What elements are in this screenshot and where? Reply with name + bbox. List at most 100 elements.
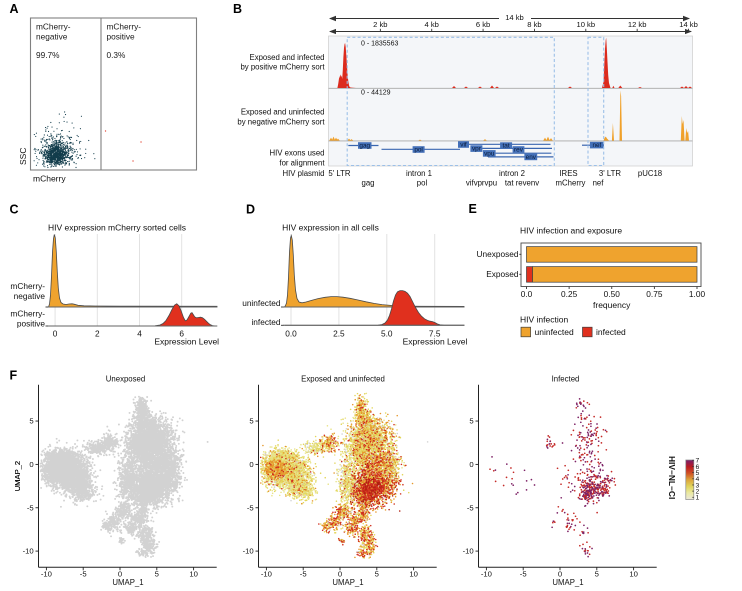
svg-text:-5: -5	[300, 569, 307, 578]
svg-text:mCherry-: mCherry-	[36, 22, 71, 32]
svg-text:0.0: 0.0	[521, 289, 533, 299]
svg-text:env: env	[526, 154, 537, 161]
svg-text:0 - 1835563: 0 - 1835563	[361, 41, 398, 48]
svg-text:0: 0	[29, 460, 33, 469]
svg-text:intron 1: intron 1	[406, 169, 432, 178]
svg-text:3' LTR: 3' LTR	[599, 169, 622, 178]
svg-text:mCherry-: mCherry-	[10, 281, 45, 291]
svg-text:0: 0	[53, 329, 58, 339]
svg-text:pol: pol	[417, 178, 428, 187]
svg-text:7.5: 7.5	[429, 329, 441, 339]
svg-text:10: 10	[189, 569, 198, 578]
svg-text:vif: vif	[460, 142, 467, 149]
svg-text:HIV infection and exposure: HIV infection and exposure	[520, 226, 622, 236]
svg-text:vifvprvpu: vifvprvpu	[466, 178, 497, 187]
svg-text:14 kb: 14 kb	[679, 20, 698, 29]
svg-text:0.3%: 0.3%	[107, 50, 127, 60]
svg-text:0: 0	[469, 460, 473, 469]
svg-text:2.5: 2.5	[333, 329, 345, 339]
svg-text:5: 5	[29, 417, 33, 426]
svg-text:5.0: 5.0	[381, 329, 393, 339]
svg-text:by negative mCherry sort: by negative mCherry sort	[237, 118, 325, 127]
svg-text:Exposed and infected: Exposed and infected	[250, 53, 325, 62]
svg-text:infected: infected	[596, 327, 626, 337]
svg-text:gag: gag	[359, 143, 370, 150]
svg-text:mCherry: mCherry	[33, 174, 66, 184]
svg-text:-5: -5	[27, 503, 34, 512]
svg-text:tat revenv: tat revenv	[505, 178, 539, 187]
svg-text:mCherry-: mCherry-	[107, 22, 142, 32]
svg-text:0.75: 0.75	[646, 289, 663, 299]
svg-text:UMAP_1: UMAP_1	[112, 578, 143, 587]
svg-text:3: 3	[696, 482, 700, 489]
svg-text:frequency: frequency	[593, 300, 631, 310]
svg-text:6: 6	[179, 329, 184, 339]
svg-text:10 kb: 10 kb	[577, 20, 596, 29]
svg-text:2: 2	[95, 329, 100, 339]
svg-text:Infected: Infected	[552, 374, 580, 383]
svg-text:2 kb: 2 kb	[373, 20, 387, 29]
svg-text:infected: infected	[251, 317, 280, 327]
svg-text:negative: negative	[36, 32, 68, 42]
svg-text:vpu: vpu	[484, 151, 495, 158]
svg-text:5: 5	[155, 569, 159, 578]
svg-text:rev: rev	[514, 147, 524, 154]
svg-text:0.25: 0.25	[561, 289, 578, 299]
svg-text:positive: positive	[107, 32, 136, 42]
svg-text:6: 6	[696, 464, 700, 471]
svg-text:F: F	[10, 369, 18, 383]
svg-text:6 kb: 6 kb	[476, 20, 490, 29]
svg-text:-5: -5	[467, 503, 474, 512]
svg-text:HIV infection: HIV infection	[520, 315, 568, 325]
svg-text:pol: pol	[414, 147, 423, 154]
svg-text:-10: -10	[481, 569, 492, 578]
svg-text:HIV expression in all cells: HIV expression in all cells	[282, 223, 379, 233]
svg-text:1: 1	[696, 495, 700, 502]
svg-text:4 kb: 4 kb	[425, 20, 439, 29]
svg-text:14 kb: 14 kb	[505, 13, 524, 22]
svg-text:-10: -10	[41, 569, 52, 578]
svg-text:nef: nef	[592, 142, 601, 149]
svg-text:-5: -5	[247, 503, 254, 512]
svg-text:UMAP_1: UMAP_1	[332, 578, 363, 587]
svg-text:positive: positive	[17, 319, 46, 329]
svg-text:mCherry: mCherry	[556, 178, 586, 187]
svg-text:99.7%: 99.7%	[36, 50, 60, 60]
svg-text:4: 4	[137, 329, 142, 339]
svg-text:0: 0	[558, 569, 562, 578]
svg-text:HIV expression mCherry sorted: HIV expression mCherry sorted cells	[48, 223, 186, 233]
svg-text:vpr: vpr	[472, 146, 482, 153]
svg-text:pUC18: pUC18	[638, 169, 662, 178]
svg-text:UMAP_2: UMAP_2	[13, 461, 22, 491]
svg-text:-10: -10	[463, 547, 474, 556]
svg-text:0.0: 0.0	[285, 329, 297, 339]
svg-text:0: 0	[118, 569, 122, 578]
svg-text:SSC: SSC	[18, 148, 28, 165]
svg-text:B: B	[233, 2, 242, 16]
svg-text:Exposed: Exposed	[486, 269, 519, 279]
svg-text:HIV exons used: HIV exons used	[269, 149, 324, 158]
svg-text:tat: tat	[503, 143, 510, 150]
svg-text:negative: negative	[14, 291, 46, 301]
svg-text:Exposed and uninfected: Exposed and uninfected	[241, 108, 325, 117]
svg-text:A: A	[10, 2, 19, 16]
svg-text:nef: nef	[593, 178, 605, 187]
svg-text:4: 4	[696, 476, 700, 483]
svg-text:-10: -10	[243, 547, 254, 556]
svg-text:5' LTR: 5' LTR	[328, 169, 351, 178]
svg-text:0 - 44129: 0 - 44129	[361, 90, 391, 97]
svg-text:Unexposed: Unexposed	[106, 374, 145, 383]
svg-text:gag: gag	[361, 178, 374, 187]
svg-text:10: 10	[629, 569, 638, 578]
svg-text:D: D	[246, 203, 255, 217]
svg-text:2: 2	[696, 489, 700, 496]
svg-text:0.50: 0.50	[604, 289, 621, 299]
svg-text:5: 5	[469, 417, 473, 426]
svg-text:uninfected: uninfected	[535, 327, 574, 337]
svg-text:12 kb: 12 kb	[628, 20, 647, 29]
svg-text:Expression Level: Expression Level	[403, 337, 468, 347]
svg-text:mCherry-: mCherry-	[10, 309, 45, 319]
svg-text:0: 0	[338, 569, 342, 578]
svg-text:-10: -10	[23, 547, 34, 556]
svg-text:for alignment: for alignment	[279, 159, 325, 168]
